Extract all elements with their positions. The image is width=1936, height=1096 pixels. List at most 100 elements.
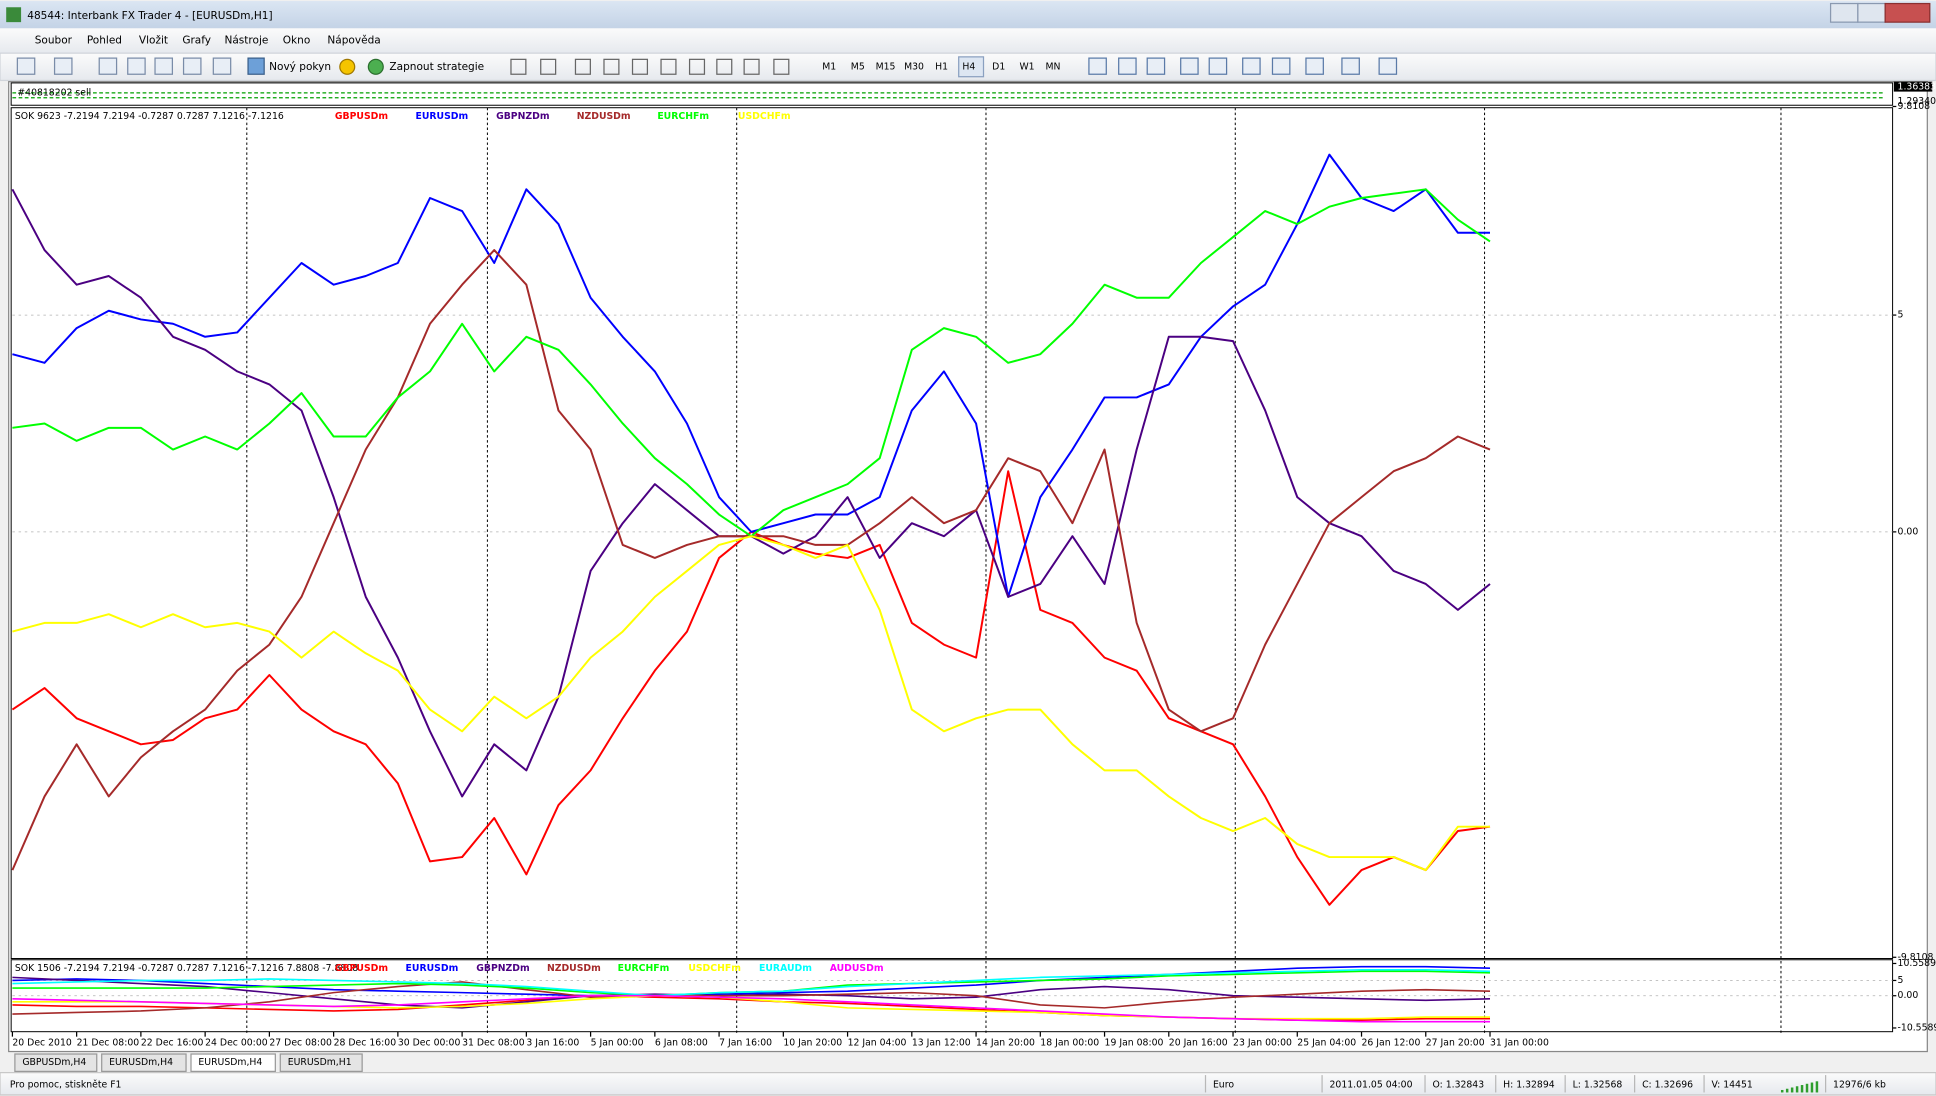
x-tick-label: 12 Jan 04:00 bbox=[848, 1037, 907, 1048]
current-price: 1.36383 bbox=[1898, 82, 1936, 93]
status-text: V: 14451 bbox=[1712, 1080, 1753, 1091]
menu-item[interactable]: Nápověda bbox=[327, 35, 380, 47]
x-tick-label: 3 Jan 16:00 bbox=[526, 1037, 579, 1048]
chart-tab-label: EURUSDm,H4 bbox=[109, 1057, 173, 1068]
x-tick-label: 14 Jan 20:00 bbox=[976, 1037, 1035, 1048]
x-tick-label: 24 Dec 00:00 bbox=[205, 1037, 268, 1048]
draw-tool[interactable] bbox=[688, 58, 706, 75]
legend-entry: AUDUSDm bbox=[830, 963, 884, 974]
maximize-button[interactable] bbox=[1857, 2, 1886, 23]
chart-tool[interactable] bbox=[1146, 57, 1166, 75]
chart-tool[interactable] bbox=[1341, 57, 1360, 75]
timeframe-button[interactable]: H1 bbox=[935, 61, 948, 72]
draw-tool[interactable] bbox=[660, 58, 677, 75]
draw-tool[interactable] bbox=[716, 58, 733, 75]
chart-tool[interactable] bbox=[1242, 57, 1261, 75]
period-separators bbox=[246, 107, 1782, 1033]
tool-button[interactable] bbox=[98, 57, 118, 75]
menu-item[interactable]: Vložit bbox=[139, 35, 168, 47]
new-order-button[interactable]: Nový pokyn bbox=[269, 61, 331, 73]
y-tick-label: 5 bbox=[1898, 975, 1904, 986]
legend-entry: GBPUSDm bbox=[335, 963, 388, 974]
series-line bbox=[12, 153, 1491, 598]
timeframe-button[interactable]: M5 bbox=[851, 61, 865, 72]
timeframe-button[interactable]: D1 bbox=[992, 61, 1005, 72]
draw-tool[interactable] bbox=[773, 58, 790, 75]
strategy-icon bbox=[339, 58, 356, 75]
connection-bar bbox=[1815, 1081, 1819, 1093]
draw-tool[interactable] bbox=[631, 58, 649, 75]
connection-bar bbox=[1795, 1086, 1799, 1093]
window-title: 48544: Interbank FX Trader 4 - [EURUSDm,… bbox=[27, 10, 272, 22]
x-tick-label: 23 Jan 00:00 bbox=[1233, 1037, 1292, 1048]
tool-button[interactable] bbox=[127, 57, 146, 75]
connection-bar bbox=[1780, 1089, 1784, 1093]
tool-button[interactable] bbox=[154, 57, 174, 75]
x-tick-label: 27 Jan 20:00 bbox=[1426, 1037, 1485, 1048]
draw-tool[interactable] bbox=[574, 58, 591, 75]
menu-item[interactable]: Soubor bbox=[35, 35, 73, 47]
close-button[interactable] bbox=[1884, 2, 1931, 23]
tool-button[interactable] bbox=[16, 57, 36, 75]
x-tick-label: 10 Jan 20:00 bbox=[783, 1037, 842, 1048]
chart-tool[interactable] bbox=[1271, 57, 1291, 75]
y-tick-label: 10.5589 bbox=[1898, 958, 1936, 969]
status-text: 2011.01.05 04:00 bbox=[1330, 1080, 1413, 1091]
timeframe-active bbox=[958, 56, 985, 78]
chart-tab-label: GBPUSDm,H4 bbox=[22, 1057, 86, 1068]
timeframe-button[interactable]: MN bbox=[1046, 61, 1061, 72]
status-text: Euro bbox=[1213, 1080, 1234, 1091]
y-tick-label: 0.00 bbox=[1898, 526, 1919, 537]
x-tick-label: 30 Dec 00:00 bbox=[398, 1037, 461, 1048]
chart-tool[interactable] bbox=[1088, 57, 1107, 75]
legend-entry: EURAUDm bbox=[759, 963, 812, 974]
x-tick-label: 7 Jan 16:00 bbox=[719, 1037, 772, 1048]
status-text: Pro pomoc, stiskněte F1 bbox=[10, 1080, 122, 1091]
legend-entry: EURCHFm bbox=[657, 111, 709, 122]
minimize-button[interactable] bbox=[1829, 2, 1859, 23]
menu-item[interactable]: Pohled bbox=[87, 35, 122, 47]
connection-bar bbox=[1805, 1083, 1809, 1093]
chart-tool[interactable] bbox=[1180, 57, 1199, 75]
timeframe-button[interactable]: M30 bbox=[904, 61, 924, 72]
chart-tool[interactable] bbox=[1118, 57, 1137, 75]
strategies-button[interactable]: Zapnout strategie bbox=[389, 61, 484, 73]
draw-tool[interactable] bbox=[510, 58, 527, 75]
legend-entry: GBPNZDm bbox=[496, 111, 549, 122]
tab-bar bbox=[0, 1052, 1936, 1073]
chart-tab[interactable] bbox=[279, 1053, 363, 1072]
menu-item[interactable]: Nástroje bbox=[224, 35, 268, 47]
timeframe-button[interactable]: M15 bbox=[876, 61, 896, 72]
x-tick-label: 5 Jan 00:00 bbox=[591, 1037, 644, 1048]
order-label: #40818202 sell bbox=[17, 87, 91, 98]
timeframe-button[interactable]: W1 bbox=[1019, 61, 1034, 72]
legend-entry: NZDUSDm bbox=[547, 963, 601, 974]
tool-button[interactable] bbox=[53, 57, 73, 75]
tool-button[interactable] bbox=[182, 57, 202, 75]
tool-button[interactable] bbox=[212, 57, 232, 75]
draw-tool[interactable] bbox=[603, 58, 620, 75]
x-tick-label: 28 Dec 16:00 bbox=[334, 1037, 397, 1048]
chart-tool[interactable] bbox=[1305, 57, 1324, 75]
status-text: 12976/6 kb bbox=[1833, 1080, 1886, 1091]
chart-tab[interactable] bbox=[190, 1053, 276, 1072]
x-tick-label: 22 Dec 16:00 bbox=[141, 1037, 204, 1048]
chart-tab[interactable] bbox=[14, 1053, 98, 1072]
chart-tool[interactable] bbox=[1208, 57, 1228, 75]
app-icon bbox=[6, 7, 22, 23]
draw-tool[interactable] bbox=[540, 58, 557, 75]
menu-item[interactable]: Okno bbox=[283, 35, 311, 47]
menu-item[interactable]: Grafy bbox=[182, 35, 211, 47]
timeframe-button[interactable]: H4 bbox=[962, 61, 975, 72]
timeframe-button[interactable]: M1 bbox=[822, 61, 836, 72]
legend-entry: EURUSDm bbox=[406, 963, 459, 974]
new-order-icon bbox=[247, 57, 265, 75]
main-plot bbox=[10, 107, 1894, 960]
connection-bar bbox=[1810, 1082, 1814, 1093]
chart-tab[interactable] bbox=[101, 1053, 187, 1072]
draw-tool[interactable] bbox=[743, 58, 760, 75]
chart-tool[interactable] bbox=[1378, 57, 1398, 75]
series-line bbox=[12, 994, 1491, 1023]
connection-bar bbox=[1790, 1087, 1794, 1093]
x-tick-label: 19 Jan 08:00 bbox=[1105, 1037, 1164, 1048]
